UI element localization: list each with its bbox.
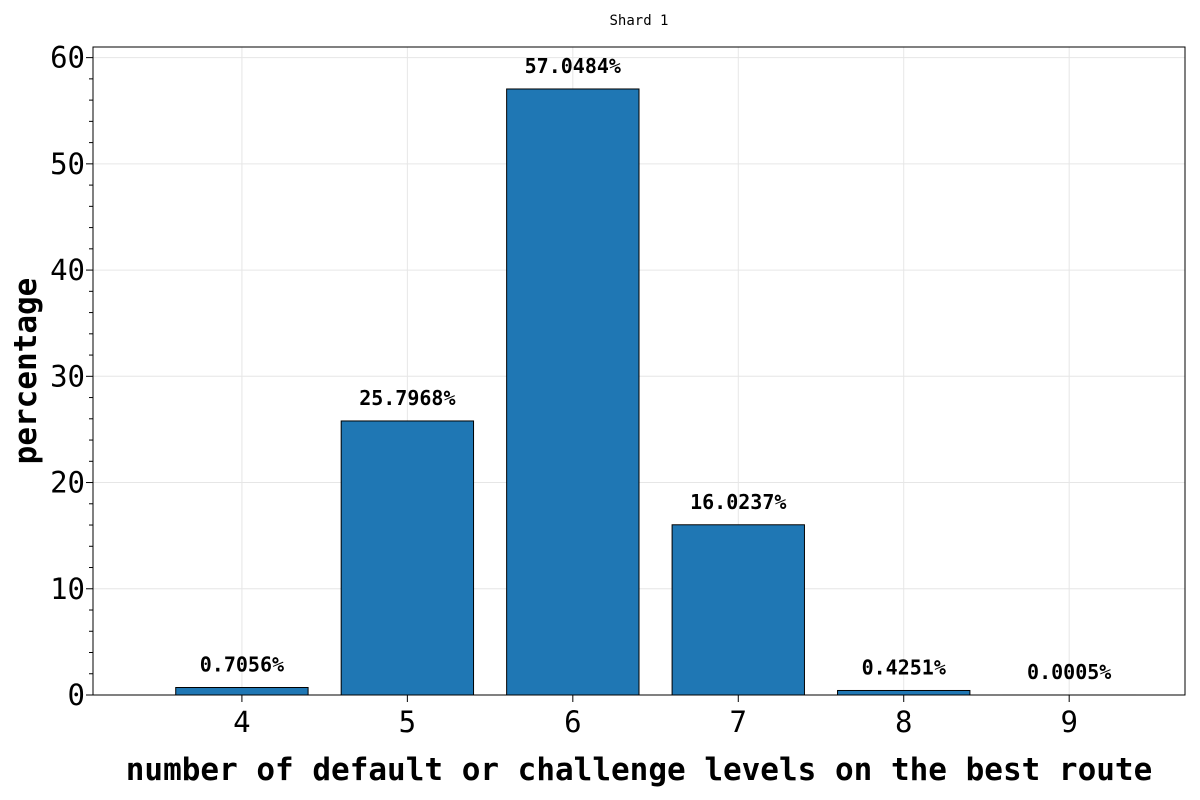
bar-value-label: 25.7968%	[359, 386, 455, 410]
x-tick-label: 7	[730, 705, 747, 739]
bar	[175, 687, 309, 696]
x-axis: 4 5 6 7 8 9	[233, 695, 1078, 739]
bar-value-label: 16.0237%	[690, 490, 786, 514]
y-tick-label: 10	[50, 572, 85, 606]
y-tick-label: 30	[50, 359, 85, 393]
bar-value-label: 0.4251%	[862, 655, 946, 679]
bar	[340, 420, 475, 696]
y-tick-label: 0	[68, 678, 85, 712]
x-tick-label: 6	[564, 705, 581, 739]
x-tick-label: 4	[233, 705, 250, 739]
bar-value-label: 0.7056%	[200, 653, 284, 677]
x-axis-label: number of default or challenge levels on…	[126, 752, 1153, 788]
y-tick-label: 40	[50, 253, 85, 287]
bar-value-label: 0.0005%	[1027, 660, 1111, 684]
chart-title: Shard 1	[609, 13, 668, 29]
bar	[506, 88, 640, 696]
y-axis: 0 10 20 30 40 50 60	[50, 41, 93, 712]
data-labels: 0.7056% 25.7968% 57.0484% 16.0237% 0.4251% 0.…	[200, 54, 1112, 684]
y-tick-label: 20	[50, 466, 85, 500]
x-tick-label: 9	[1060, 705, 1077, 739]
bars	[175, 88, 1136, 696]
y-axis-label: percentage	[8, 278, 44, 465]
bar-value-label: 57.0484%	[525, 54, 621, 78]
bar	[837, 689, 971, 696]
y-tick-label: 60	[50, 41, 85, 75]
plot-frame	[92, 46, 1186, 696]
x-tick-label: 5	[399, 705, 416, 739]
y-tick-label: 50	[50, 147, 85, 181]
x-tick-label: 8	[895, 705, 912, 739]
bar	[671, 524, 805, 696]
